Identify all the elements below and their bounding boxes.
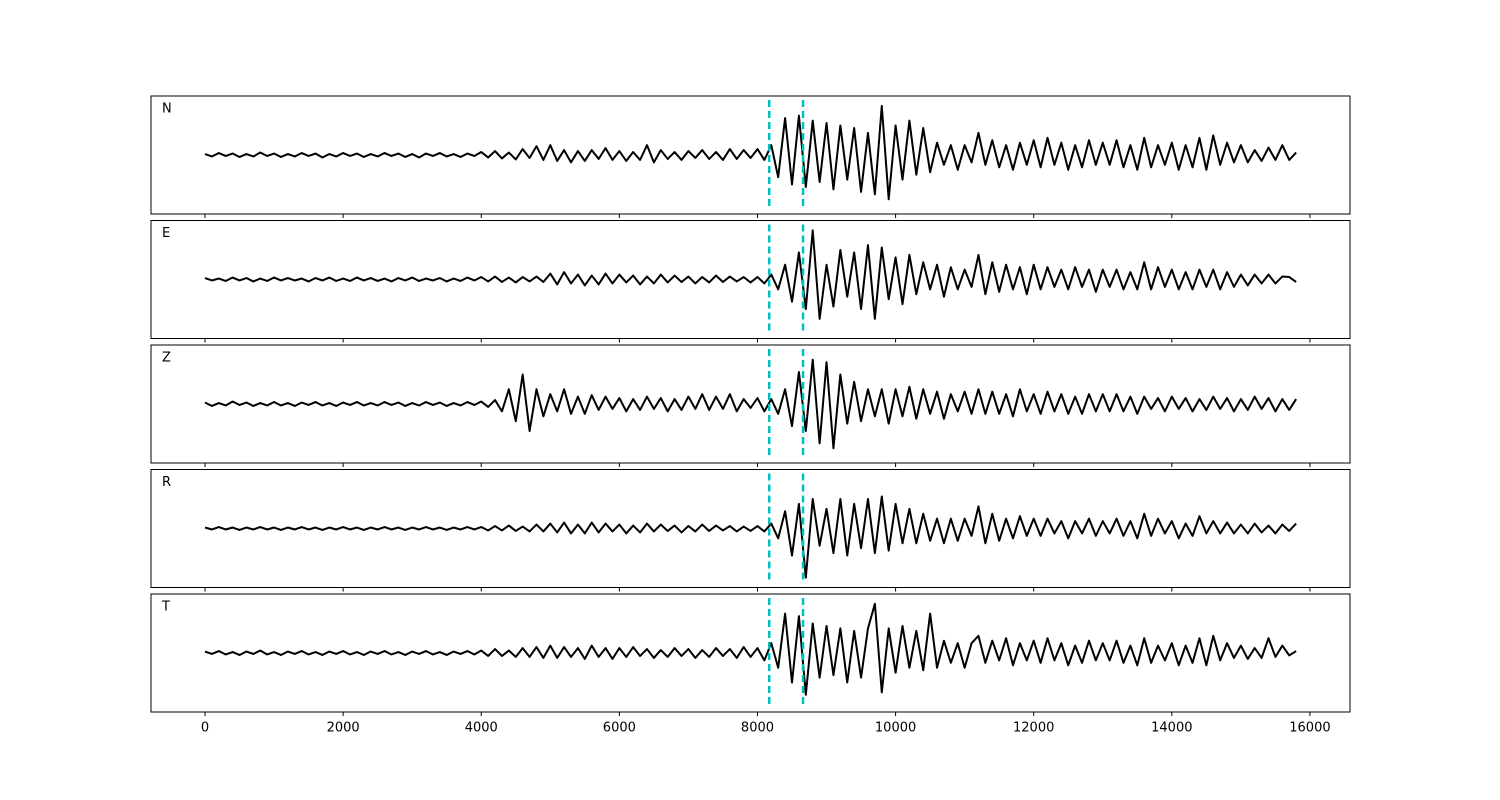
x-tick-label: 10000 bbox=[875, 721, 916, 736]
x-tick-label: 14000 bbox=[1151, 721, 1192, 736]
waveform bbox=[204, 229, 1297, 320]
x-tick-label: 8000 bbox=[741, 721, 774, 736]
panel-frame bbox=[150, 220, 1351, 339]
x-tick-label: 0 bbox=[201, 721, 209, 736]
x-tick-label: 12000 bbox=[1013, 721, 1054, 736]
panel-label: Z bbox=[162, 351, 171, 366]
x-tick-label: 4000 bbox=[465, 721, 498, 736]
x-tick-label: 6000 bbox=[603, 721, 636, 736]
panel-frame bbox=[150, 469, 1351, 588]
waveform bbox=[204, 495, 1297, 579]
panel-label: R bbox=[162, 475, 171, 490]
waveform bbox=[204, 602, 1297, 696]
panel-frame bbox=[150, 593, 1351, 713]
waveform bbox=[204, 358, 1297, 450]
waveform bbox=[204, 104, 1297, 201]
panel-frame bbox=[150, 344, 1351, 464]
panel-frame bbox=[150, 95, 1351, 215]
panel-label: E bbox=[162, 226, 170, 241]
panel-label: T bbox=[161, 600, 170, 615]
panel-label: N bbox=[162, 102, 172, 117]
x-tick-label: 2000 bbox=[327, 721, 360, 736]
x-tick-label: 16000 bbox=[1289, 721, 1330, 736]
